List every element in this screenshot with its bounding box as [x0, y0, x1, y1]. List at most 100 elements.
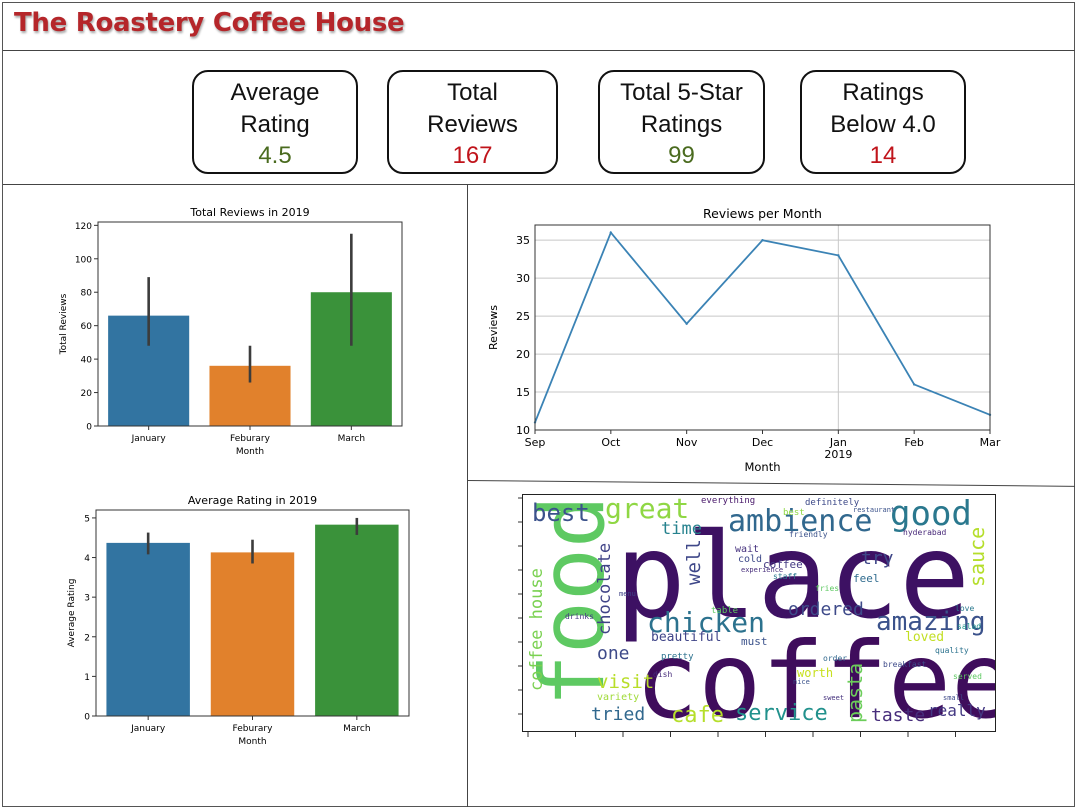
x-tick-label: Feburary: [230, 434, 271, 444]
word-cloud-word: variety: [597, 692, 640, 703]
word-cloud-word: amazing: [876, 607, 986, 637]
word-cloud-word: best: [783, 508, 805, 518]
word-cloud-word: staff: [773, 572, 798, 581]
word-cloud-word: ambience: [728, 504, 873, 539]
word-cloud-word: friendly: [789, 530, 828, 539]
total-reviews-bar-chart: Total Reviews in 2019 0 20 40 60 80 100 120 Janu…: [59, 206, 403, 457]
kpi-label-line1: Average: [230, 79, 320, 106]
kpi-label-line2: Below 4.0: [830, 111, 936, 138]
word-cloud-word: restaurant: [853, 506, 896, 514]
word-cloud-word: must: [741, 635, 768, 648]
word-cloud-word: great: [605, 494, 690, 525]
x-tick-label: Dec: [752, 436, 773, 449]
word-cloud-word: ordered: [788, 599, 864, 620]
word-cloud-word: try: [861, 548, 894, 569]
header-divider: [3, 50, 1075, 51]
y-tick-label: 1: [84, 673, 90, 683]
word-cloud-word: sweet: [823, 694, 845, 702]
average-rating-bar-chart: Average Rating in 2019 0 1 2 3 4 5 January Febur…: [67, 494, 410, 747]
word-cloud-word: order: [823, 654, 848, 663]
word-cloud-word: hyderabad: [903, 528, 947, 537]
y-tick-label: 10: [516, 424, 530, 437]
y-tick-label: 3: [84, 594, 90, 604]
kpi-average-rating: Average Rating 4.5: [192, 70, 358, 174]
word-cloud-word: salad: [957, 622, 982, 631]
x-axis-label: Month: [238, 737, 266, 747]
kpi-label-line1: Ratings: [842, 79, 924, 106]
x-tick-label: March: [343, 724, 370, 734]
word-cloud-word: coffee: [635, 620, 996, 732]
x-axis-label: Month: [744, 460, 780, 474]
word-cloud-word: chicken: [647, 606, 766, 639]
word-cloud-axis-ticks: [518, 497, 956, 737]
x-tick-label: Nov: [676, 436, 698, 449]
bar-march: [315, 524, 399, 716]
word-cloud-word: beautiful: [651, 630, 722, 645]
x-tick-label: Jan: [829, 436, 847, 449]
data-point: [837, 254, 840, 257]
kpi-value: 99: [668, 142, 695, 169]
chart-title: Total Reviews in 2019: [189, 206, 309, 219]
x-tick-label: Oct: [601, 436, 621, 449]
kpi-label-line1: Total 5-Star: [620, 79, 743, 106]
y-axis-label: Average Rating: [67, 579, 77, 648]
word-cloud-word: worth: [797, 666, 834, 680]
word-cloud-word: best: [532, 499, 590, 527]
x-tick-label: Sep: [525, 436, 546, 449]
plot-frame: [95, 509, 410, 717]
y-tick-label: 2: [84, 633, 90, 643]
plot-frame: [97, 221, 403, 427]
word-cloud-word: service: [735, 701, 828, 726]
word-cloud-word: feel: [853, 572, 880, 585]
y-tick-label: 0: [84, 713, 90, 723]
word-cloud-word: one: [597, 643, 630, 664]
word-cloud-word: drinks: [565, 612, 594, 621]
word-cloud-word: definitely: [805, 498, 860, 508]
kpi-divider: [3, 184, 1075, 185]
word-cloud-word: small: [943, 694, 965, 702]
x-tick-label: January: [131, 434, 167, 444]
y-tick-label: 4: [84, 554, 90, 564]
word-cloud-word: good: [890, 494, 972, 534]
word-cloud-word: wait: [735, 544, 760, 555]
kpi-value: 4.5: [258, 142, 292, 169]
dashboard-title: The Roastery Coffee House: [14, 8, 405, 38]
word-cloud-word: cafe: [671, 703, 724, 728]
kpi-total-reviews: Total Reviews 167: [387, 70, 558, 174]
word-cloud-word: everything: [701, 496, 756, 506]
y-tick-label: 120: [75, 222, 92, 232]
word-cloud-word: experience: [741, 566, 784, 574]
word-cloud-word: nice: [793, 678, 810, 686]
kpi-label-line2: Ratings: [640, 111, 723, 138]
word-cloud-word: breakfast: [883, 660, 927, 669]
y-axis-label: Reviews: [487, 305, 500, 350]
y-tick-label: 35: [516, 234, 530, 247]
word-cloud-word: taste: [871, 705, 926, 726]
y-axis-label: Total Reviews: [59, 293, 69, 355]
series-line-reviews: [534, 230, 991, 423]
word-cloud-word: menu: [619, 590, 636, 598]
data-point: [685, 322, 688, 325]
data-point: [761, 238, 764, 242]
word-cloud-word: cold: [738, 554, 763, 565]
bar-january: [106, 542, 190, 716]
y-tick-label: 80: [81, 289, 93, 299]
x-tick-sublabel: 2019: [824, 448, 852, 461]
word-cloud-word: love: [955, 604, 975, 613]
word-cloud-word: served: [953, 672, 982, 681]
kpi-value: 167: [452, 142, 493, 169]
word-cloud-word: coffee: [763, 558, 803, 571]
chart-title: Average Rating in 2019: [188, 494, 317, 507]
data-point: [912, 383, 916, 386]
kpi-label-line1: Total: [447, 79, 498, 106]
y-tick-label: 5: [84, 514, 90, 524]
review-word-cloud: place coffee food ambience good chicken amazin…: [522, 494, 996, 732]
word-cloud-word: pretty: [661, 652, 694, 662]
word-cloud-word: dish: [653, 670, 673, 679]
word-cloud-word: really: [928, 701, 986, 720]
word-cloud-word: place: [615, 507, 971, 645]
x-tick-label: Feb: [904, 436, 923, 449]
y-tick-label: 20: [81, 389, 93, 399]
x-tick-label: Feburary: [233, 724, 274, 734]
word-cloud-word: loved: [905, 630, 945, 645]
